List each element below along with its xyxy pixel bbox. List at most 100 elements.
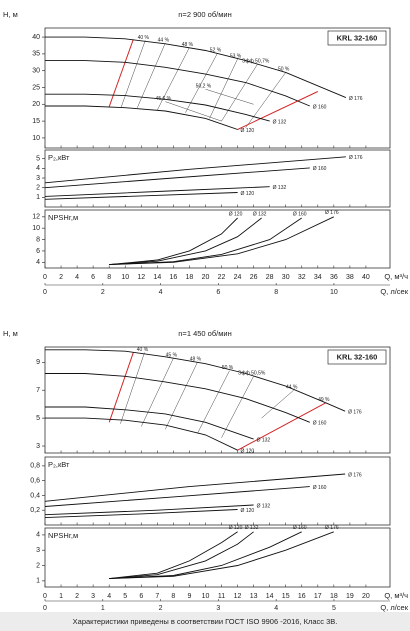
y-axis-label: NPSHr,м — [48, 531, 78, 540]
curve-label: Ø 176 — [348, 409, 362, 415]
y-tick-label: 2 — [36, 185, 40, 192]
curve — [45, 60, 310, 107]
x-tick-label: 7 — [155, 593, 159, 600]
x-tick-label: 6 — [139, 593, 143, 600]
model-box — [327, 30, 387, 46]
y-tick-label: 20 — [32, 101, 40, 108]
efficiency-line — [165, 362, 198, 430]
efficiency-line — [157, 47, 190, 111]
footer-bg — [0, 612, 410, 631]
efficiency-line — [120, 352, 145, 424]
model-label: KRL 32-160 — [337, 33, 378, 42]
x-tick-label: 16 — [298, 593, 306, 600]
curve — [109, 217, 302, 266]
y-tick-label: 3 — [36, 175, 40, 182]
curve-label: Ø 132 — [257, 503, 271, 509]
x-tick-label: 32 — [298, 274, 306, 281]
x-tick-label: 20 — [362, 593, 370, 600]
curve-label: Ø 132 — [245, 525, 259, 531]
curve — [109, 217, 262, 266]
x-tick-label: 36 — [330, 274, 338, 281]
x-tick-label: 10 — [202, 593, 210, 600]
x-tick-label: 6 — [91, 274, 95, 281]
y-tick-label: 3 — [36, 547, 40, 554]
x2-tick-label: 2 — [101, 289, 105, 296]
limit-line — [108, 352, 134, 423]
x-tick-label: 4 — [107, 593, 111, 600]
efficiency-label: 45 % — [166, 352, 178, 358]
x-tick-label: 40 — [362, 274, 370, 281]
limit-line — [237, 402, 327, 451]
y-tick-label: 40 — [32, 34, 40, 41]
curve — [44, 473, 346, 502]
curve-label: Ø 120 — [241, 449, 255, 455]
y-tick-label: 0,6 — [30, 477, 40, 484]
x-tick-label: 16 — [169, 274, 177, 281]
x2-axis-label: Q, л/сек — [380, 603, 408, 612]
panel-frame — [44, 346, 391, 454]
x-tick-label: 12 — [234, 593, 242, 600]
x2-tick-label: 0 — [43, 289, 47, 296]
efficiency-label: 53 % — [230, 53, 242, 59]
efficiency-line — [209, 58, 238, 119]
x-tick-label: 2 — [59, 274, 63, 281]
curve-label: Ø 176 — [348, 472, 362, 478]
x-tick-label: 17 — [314, 593, 322, 600]
curve-label: Ø 132 — [253, 211, 267, 217]
chart-title: n=1 450 об/мин — [178, 329, 231, 338]
y-tick-label: 4 — [36, 259, 40, 266]
efficiency-line — [197, 370, 230, 434]
x2-tick-label: 2 — [159, 605, 163, 612]
efficiency-label: 44 % — [158, 37, 170, 43]
curve-label: Ø 120 — [229, 525, 243, 531]
x-tick-label: 15 — [282, 593, 290, 600]
y-axis-label: P₂,кВт — [48, 153, 70, 162]
x2-tick-label: 0 — [43, 605, 47, 612]
x-tick-label: 30 — [282, 274, 290, 281]
x2-axis-label: Q, л/сек — [380, 287, 408, 296]
efficiency-label: 50,2 % — [196, 84, 212, 90]
y-tick-label: 9 — [36, 359, 40, 366]
y-tick-label: 5 — [36, 156, 40, 163]
panel-frame — [44, 27, 391, 149]
x-tick-label: 11 — [218, 593, 225, 600]
efficiency-label: 50 % — [278, 67, 290, 73]
x-tick-label: 0 — [43, 274, 47, 281]
y-tick-label: 1 — [36, 194, 40, 201]
y-tick-label: 0,2 — [30, 507, 40, 514]
curve-label: Ø 132 — [273, 119, 287, 125]
x-tick-label: 13 — [250, 593, 258, 600]
efficiency-label: 44 % — [286, 385, 298, 391]
curve-label: Ø 160 — [293, 211, 307, 217]
x-tick-label: 8 — [171, 593, 175, 600]
curve — [45, 406, 254, 440]
x-tick-label: 1 — [59, 593, 63, 600]
curve — [45, 36, 347, 99]
curve — [44, 509, 238, 519]
efficiency-label: 52 % — [210, 48, 222, 54]
x-tick-label: 14 — [266, 593, 274, 600]
curve-label: Ø 176 — [349, 155, 363, 161]
efficiency-line — [141, 358, 174, 427]
curve-label: Ø 176 — [325, 525, 339, 531]
curve — [44, 156, 346, 184]
panel-frame — [44, 209, 391, 269]
x-tick-label: 18 — [186, 274, 194, 281]
x-axis-label: Q, м³/ч — [384, 591, 408, 600]
efficiency-label: 49 % — [318, 397, 330, 403]
y-tick-label: 0,4 — [30, 492, 40, 499]
panel-frame — [44, 527, 391, 588]
x-tick-label: 4 — [75, 274, 79, 281]
curve-label: Ø 120 — [241, 508, 255, 514]
x-tick-label: 2 — [75, 593, 79, 600]
limit-line — [108, 39, 134, 107]
curve-label: Ø 160 — [313, 104, 327, 110]
y-tick-label: 8 — [36, 236, 40, 243]
y-axis-label: P₂,кВт — [48, 460, 70, 469]
x-tick-label: 22 — [218, 274, 226, 281]
curve — [109, 531, 254, 580]
y-tick-label: 10 — [32, 135, 40, 142]
curve-label: Ø 176 — [325, 210, 339, 216]
curve-label: Ø 132 — [257, 437, 271, 443]
curve — [109, 217, 238, 266]
